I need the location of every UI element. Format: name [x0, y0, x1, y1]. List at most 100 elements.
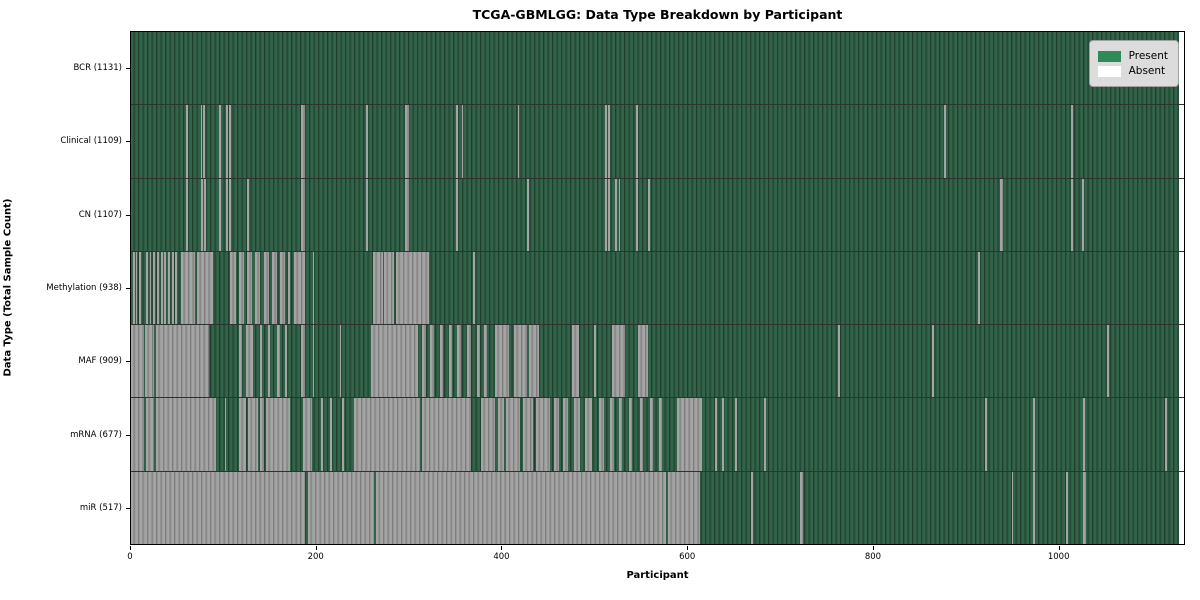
segment-absent [226, 105, 228, 178]
segment-absent [246, 251, 253, 325]
x-tick-label: 800 [864, 552, 882, 562]
segment-absent [1070, 178, 1074, 251]
band-mir [131, 470, 1184, 544]
segment-absent [201, 178, 203, 251]
segment-absent [136, 251, 138, 325]
segment-absent [1070, 105, 1074, 178]
segment-absent [473, 251, 475, 325]
segment-present [131, 32, 1180, 105]
y-tick-label-bcr: BCR (1131) [73, 62, 123, 73]
segment-absent [1032, 471, 1036, 544]
legend-item-present: Present [1097, 50, 1168, 62]
segment-absent [156, 325, 209, 398]
segment-absent [422, 398, 472, 471]
segment-absent [312, 325, 315, 398]
segment-absent [185, 105, 188, 178]
segment-absent [342, 398, 345, 471]
segment-absent [513, 325, 527, 398]
segment-absent [168, 251, 170, 325]
band-mrna [131, 397, 1184, 471]
segment-absent [608, 178, 611, 251]
segment-absent [1000, 178, 1003, 251]
segment-absent [650, 398, 653, 471]
segment-absent [366, 105, 369, 178]
band-methylation [131, 250, 1184, 325]
segment-absent [405, 105, 410, 178]
segment-present [131, 251, 1180, 325]
segment-absent [131, 398, 145, 471]
segment-absent [572, 325, 579, 398]
segment-absent [395, 251, 430, 325]
segment-absent [838, 325, 841, 398]
segment-absent [300, 325, 306, 398]
segment-absent [931, 325, 934, 398]
legend: Present Absent [1088, 40, 1179, 87]
presence-matrix [131, 32, 1184, 544]
band-maf [131, 324, 1184, 398]
segment-absent [230, 251, 236, 325]
legend-label-absent: Absent [1128, 65, 1166, 77]
segment-absent [156, 251, 159, 325]
y-tick-mark [126, 434, 130, 436]
segment-absent [219, 178, 221, 251]
segment-absent [149, 251, 152, 325]
segment-absent [260, 398, 264, 471]
segment-absent [585, 398, 592, 471]
segment-absent [321, 398, 323, 471]
segment-absent [636, 178, 639, 251]
y-tick-label-clinical: Clinical (1109) [60, 136, 122, 147]
x-tick-label: 1000 [1047, 552, 1070, 562]
segment-absent [461, 105, 464, 178]
x-tick-mark [130, 546, 131, 550]
segment-absent [219, 105, 221, 178]
x-tick-mark [1058, 546, 1060, 550]
segment-absent [366, 178, 369, 251]
segment-absent [599, 398, 604, 471]
segment-absent [526, 178, 529, 251]
segment-absent [659, 398, 663, 471]
segment-absent [164, 251, 167, 325]
segment-absent [1066, 471, 1069, 544]
segment-absent [439, 325, 444, 398]
segment-absent [133, 251, 135, 325]
segment-absent [171, 251, 174, 325]
segment-absent [517, 105, 520, 178]
segment-absent [506, 398, 520, 471]
segment-absent [476, 325, 481, 398]
segment-absent [131, 325, 144, 398]
segment-absent [204, 178, 207, 251]
legend-label-present: Present [1128, 50, 1168, 62]
segment-absent [604, 105, 607, 178]
legend-item-absent: Absent [1097, 65, 1168, 77]
segment-absent [354, 398, 421, 471]
legend-swatch-absent-icon [1097, 65, 1121, 77]
segment-absent [284, 325, 288, 398]
plot-area: Present Absent [130, 31, 1185, 545]
segment-absent [153, 251, 156, 325]
segment-absent [638, 325, 649, 398]
segment-absent [238, 251, 245, 325]
segment-absent [722, 398, 725, 471]
segment-absent [1082, 398, 1085, 471]
segment-absent [467, 325, 471, 398]
segment-absent [430, 325, 435, 398]
segment-absent [229, 178, 231, 251]
segment-absent [196, 251, 213, 325]
segment-absent [280, 251, 285, 325]
segment-absent [668, 471, 701, 544]
segment-absent [247, 398, 259, 471]
y-tick-label-mrna: mRNA (677) [70, 429, 122, 440]
segment-absent [185, 178, 188, 251]
segment-absent [523, 398, 533, 471]
segment-absent [448, 325, 453, 398]
segment-absent [405, 178, 410, 251]
segment-absent [618, 178, 620, 251]
segment-absent [264, 251, 270, 325]
x-tick-label: 200 [307, 552, 324, 562]
segment-absent [562, 398, 569, 471]
segment-absent [495, 325, 510, 398]
segment-absent [943, 105, 946, 178]
segment-absent [224, 398, 226, 471]
segment-absent [339, 325, 342, 398]
segment-absent [1082, 471, 1086, 544]
